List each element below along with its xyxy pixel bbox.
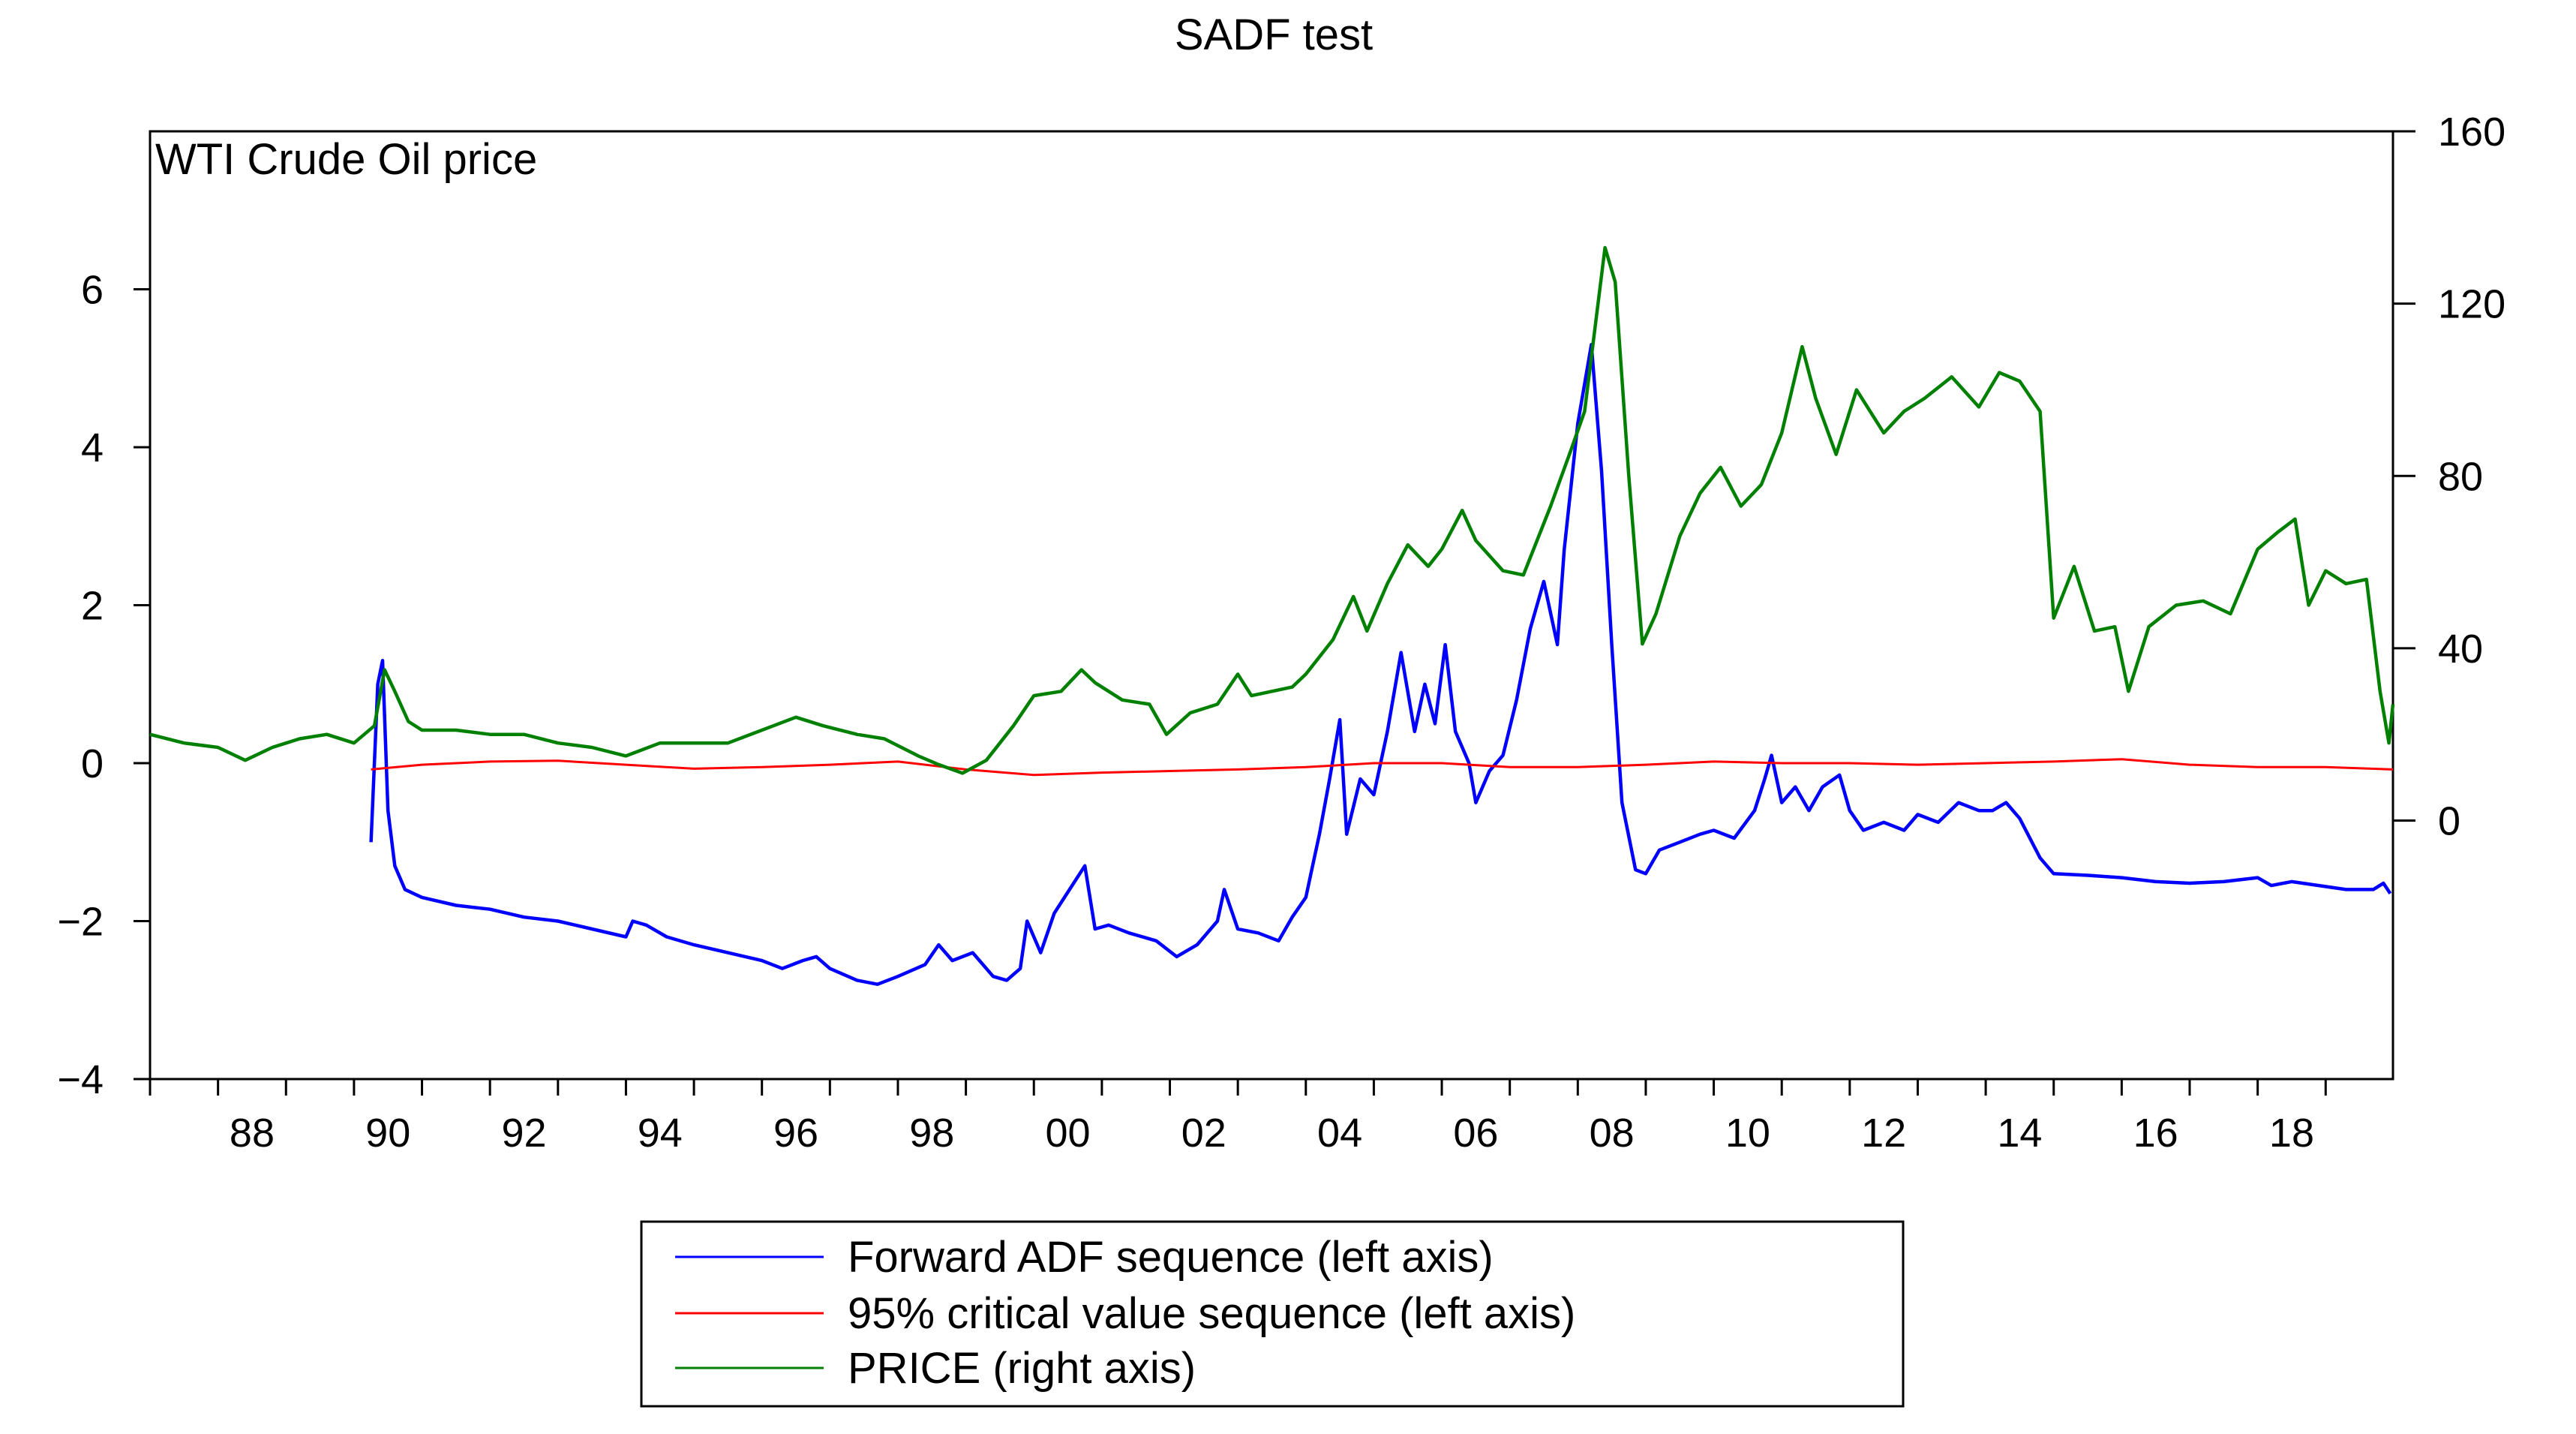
right-tick-label: 120: [2438, 282, 2505, 327]
x-tick-label: 14: [1997, 1111, 2042, 1156]
critical-value-line: [371, 758, 2394, 777]
x-tick-label: 18: [2269, 1111, 2314, 1156]
x-tick-label: 02: [1181, 1111, 1226, 1156]
x-tick-label: 08: [1590, 1111, 1635, 1156]
x-tick-label: 96: [773, 1111, 818, 1156]
right-tick-label: 0: [2438, 799, 2460, 844]
x-tick-label: 98: [909, 1111, 954, 1156]
right-tick-label: 160: [2438, 110, 2505, 155]
x-tick-label: 10: [1725, 1111, 1770, 1156]
x-tick-label: 12: [1861, 1111, 1906, 1156]
left-tick-label: 4: [81, 425, 104, 470]
legend-label: 95% critical value sequence (left axis): [848, 1289, 1575, 1338]
left-tick-label: 2: [81, 584, 104, 629]
series-layer: [149, 245, 2395, 986]
x-tick-label: 90: [365, 1111, 410, 1156]
x-tick-label: 06: [1453, 1111, 1498, 1156]
left-axis: −4 −2 0 2 4 6: [57, 268, 150, 1102]
left-tick-label: 6: [81, 268, 104, 313]
x-tick-label: 00: [1046, 1111, 1091, 1156]
right-tick-label: 80: [2438, 454, 2483, 499]
x-tick-label: 04: [1317, 1111, 1362, 1156]
legend-label: Forward ADF sequence (left axis): [848, 1233, 1494, 1282]
x-tick-label: 16: [2133, 1111, 2178, 1156]
legend: Forward ADF sequence (left axis) 95% crit…: [640, 1220, 1905, 1408]
left-tick-label: −2: [57, 900, 104, 945]
left-tick-label: −4: [57, 1057, 104, 1102]
legend-box: [640, 1220, 1905, 1408]
chart-title: SADF test: [1175, 11, 1373, 59]
left-tick-label: 0: [81, 741, 104, 786]
legend-label: PRICE (right axis): [848, 1344, 1196, 1393]
forward-adf-line: [369, 342, 2392, 986]
price-line: [149, 245, 2395, 775]
plot-annotation: WTI Crude Oil price: [155, 135, 537, 184]
right-axis: 0 40 80 120 160: [2393, 110, 2505, 844]
x-tick-label: 94: [638, 1111, 683, 1156]
legend-items: Forward ADF sequence (left axis) 95% crit…: [675, 1233, 1575, 1393]
right-tick-label: 40: [2438, 627, 2483, 672]
x-axis: 88 90 92 94 96 98 00 02 04 06 08 10 12 14 16 18: [149, 1079, 2327, 1156]
x-tick-label: 88: [230, 1111, 275, 1156]
x-tick-label: 92: [501, 1111, 546, 1156]
